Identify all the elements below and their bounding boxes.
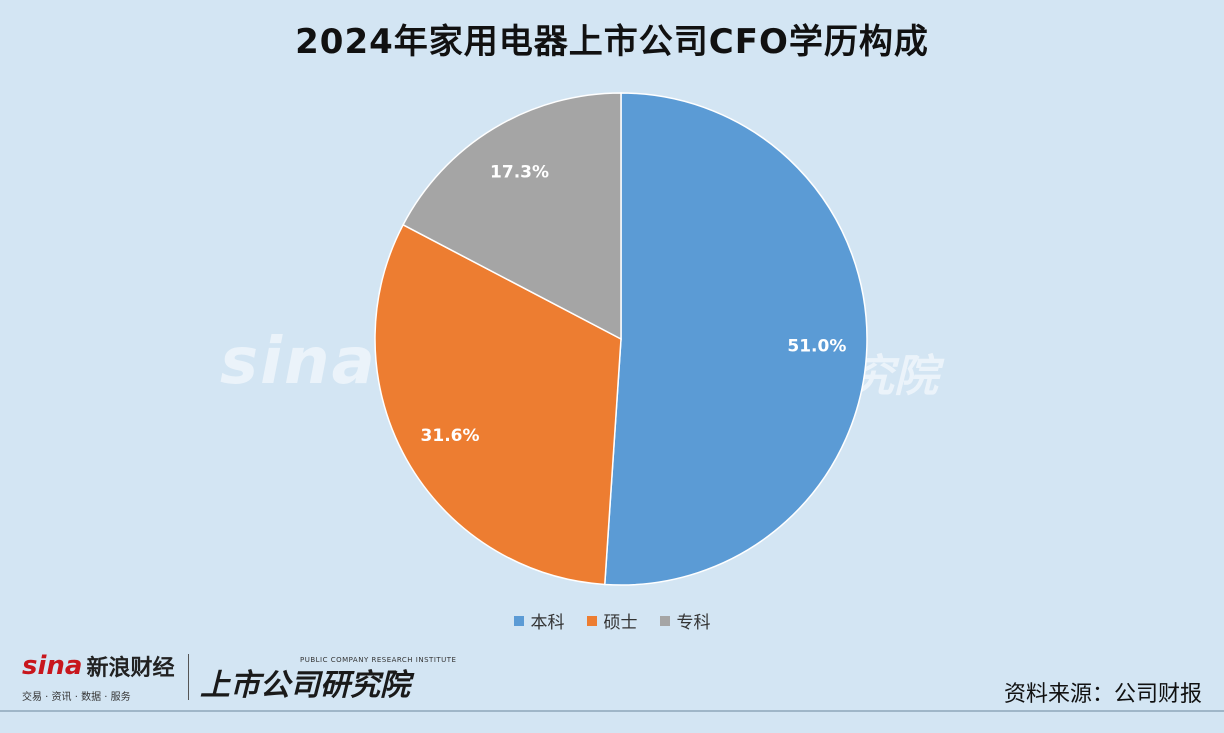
chart-title: 2024年家用电器上市公司CFO学历构成: [295, 22, 929, 62]
legend-item-master: 硕士: [586, 608, 638, 633]
sina-finance-name: 新浪财经: [86, 656, 175, 681]
pie-data-label-0: 51.0%: [787, 336, 846, 356]
legend-item-bachelor: 本科: [513, 608, 565, 633]
pie-data-label-1: 31.6%: [421, 426, 480, 446]
legend-label: 本科: [530, 613, 565, 633]
research-institute-en: PUBLIC COMPANY RESEARCH INSTITUTE: [300, 656, 457, 664]
sina-logo-text: sina: [22, 651, 83, 681]
pie-slice-1: [374, 223, 622, 586]
footer-rule: [0, 710, 1224, 712]
pie-slice-2: [402, 92, 622, 341]
pie-slice-0: [603, 92, 868, 586]
chart-legend: 本科 硕士 专科: [0, 608, 1224, 633]
legend-label: 专科: [676, 613, 711, 633]
legend-swatch: [586, 615, 597, 626]
legend-label: 硕士: [603, 613, 638, 633]
sina-finance-logo: sina 新浪财经: [22, 650, 174, 682]
legend-swatch: [659, 615, 670, 626]
research-institute-logo: 上市公司研究院: [200, 668, 410, 703]
sina-finance-tagline: 交易 · 资讯 · 数据 · 服务: [22, 692, 131, 703]
footer-divider: [188, 654, 189, 700]
pie-data-label-2: 17.3%: [490, 162, 549, 182]
legend-item-associate: 专科: [659, 608, 711, 633]
legend-swatch: [513, 615, 524, 626]
data-source: 资料来源：公司财报: [1003, 682, 1202, 707]
